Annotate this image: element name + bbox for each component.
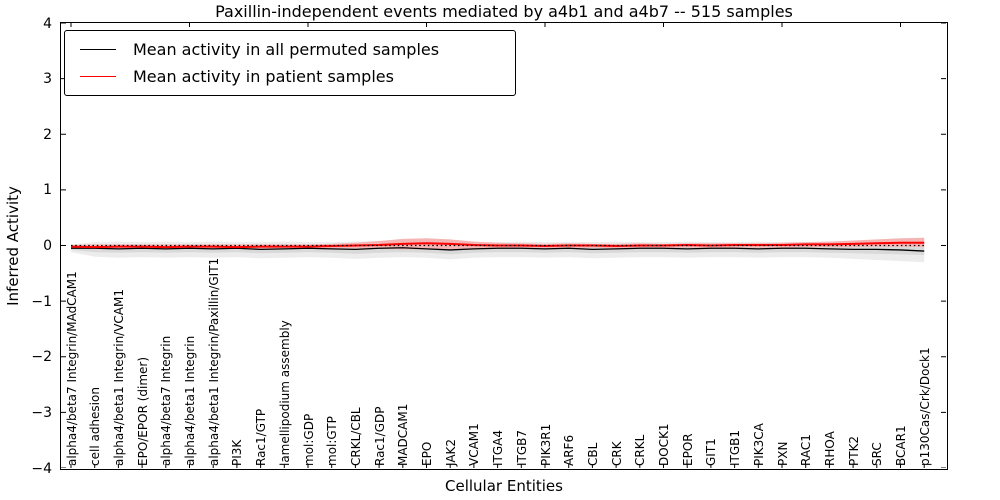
x-tick-label: ITGB1 [728, 429, 742, 466]
x-tick-label: alpha4/beta1 Integrin/VCAM1 [112, 289, 126, 466]
legend-line-black-icon [80, 48, 116, 50]
x-tick-label: EPO/EPOR (dimer) [136, 356, 150, 466]
x-tick-label: alpha4/beta1 Integrin [183, 335, 197, 466]
permuted-mean-line [71, 247, 925, 252]
plot-area [60, 22, 948, 470]
y-tick-label: 4 [43, 16, 52, 32]
y-tick-label: −4 [31, 461, 52, 477]
x-tick-label: VCAM1 [467, 423, 481, 466]
x-tick-label: Rac1/GTP [254, 408, 268, 466]
x-tick-label: RAC1 [799, 434, 813, 466]
y-tick-label: −2 [31, 349, 52, 365]
x-tick-label: mol:GDP [302, 413, 316, 466]
x-tick-label: EPOR [681, 433, 695, 466]
x-tick-label: ITGB7 [515, 429, 529, 466]
x-tick-label: DOCK1 [657, 423, 671, 466]
legend-label-patient: Mean activity in patient samples [133, 67, 394, 87]
x-tick-label: PI3K [230, 439, 244, 466]
x-tick-label: GIT1 [704, 438, 718, 466]
x-axis-label: Cellular Entities [445, 477, 563, 495]
x-tick-label: alpha4/beta7 Integrin/MAdCAM1 [65, 271, 79, 466]
y-tick-label: 1 [43, 182, 52, 198]
x-tick-label: MADCAM1 [396, 403, 410, 466]
x-tick-label: CRKL/CBL [349, 407, 363, 466]
y-tick-label: −3 [31, 405, 52, 421]
x-tick-label: BCAR1 [894, 425, 908, 466]
y-tick-label: −1 [31, 294, 52, 310]
x-tick-label: SRC [870, 442, 884, 466]
x-tick-label: Rac1/GDP [373, 406, 387, 466]
legend-label-permuted: Mean activity in all permuted samples [133, 39, 440, 59]
legend-box: Mean activity in all permuted samples Me… [64, 30, 516, 96]
y-tick-label: 3 [43, 71, 52, 87]
x-tick-label: mol:GTP [325, 416, 339, 466]
x-tick-label: RHOA [823, 431, 837, 466]
x-tick-label: CRK [610, 441, 624, 466]
x-tick-label: p130Cas/Crk/Dock1 [918, 347, 932, 466]
x-tick-label: ARF6 [562, 434, 576, 466]
y-tick-label: 0 [43, 238, 52, 254]
legend-line-red-icon [80, 76, 116, 78]
plot-canvas [61, 23, 946, 468]
x-tick-label: PIK3R1 [539, 423, 553, 466]
legend-entry-patient: Mean activity in patient samples [65, 67, 515, 86]
y-tick-label: 2 [43, 127, 52, 143]
x-tick-label: cell adhesion [88, 387, 102, 466]
x-tick-label: PXN [776, 441, 790, 466]
x-tick-label: EPO [420, 441, 434, 466]
legend-entry-permuted: Mean activity in all permuted samples [65, 40, 515, 59]
chart-title: Paxillin-independent events mediated by … [215, 2, 793, 21]
x-tick-label: PIK3CA [752, 423, 766, 466]
x-tick-label: alpha4/beta1 Integrin/Paxillin/GIT1 [207, 257, 221, 466]
x-tick-label: JAK2 [444, 438, 458, 466]
x-tick-label: lamellipodium assembly [278, 320, 292, 466]
x-tick-label: alpha4/beta7 Integrin [159, 335, 173, 466]
x-tick-label: CRKL [633, 434, 647, 466]
x-tick-label: ITGA4 [491, 429, 505, 466]
x-tick-label: PTK2 [847, 435, 861, 466]
x-tick-label: CBL [586, 442, 600, 466]
